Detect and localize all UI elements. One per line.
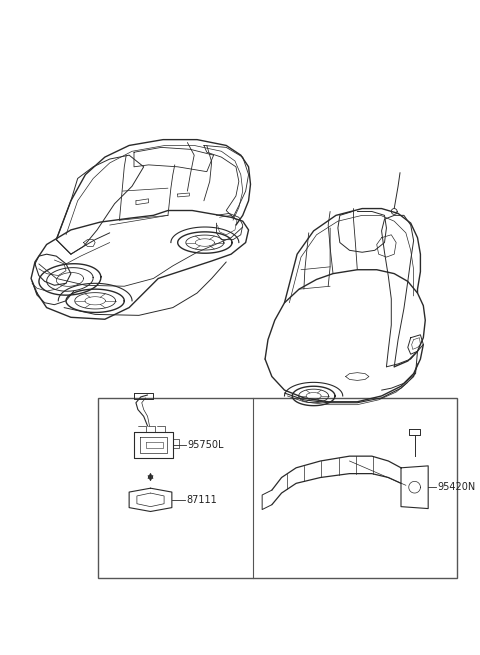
Text: 95750L: 95750L [187, 440, 224, 451]
Bar [98, 398, 457, 578]
Text: 95420N: 95420N [437, 482, 475, 492]
Text: 87111: 87111 [186, 495, 217, 505]
